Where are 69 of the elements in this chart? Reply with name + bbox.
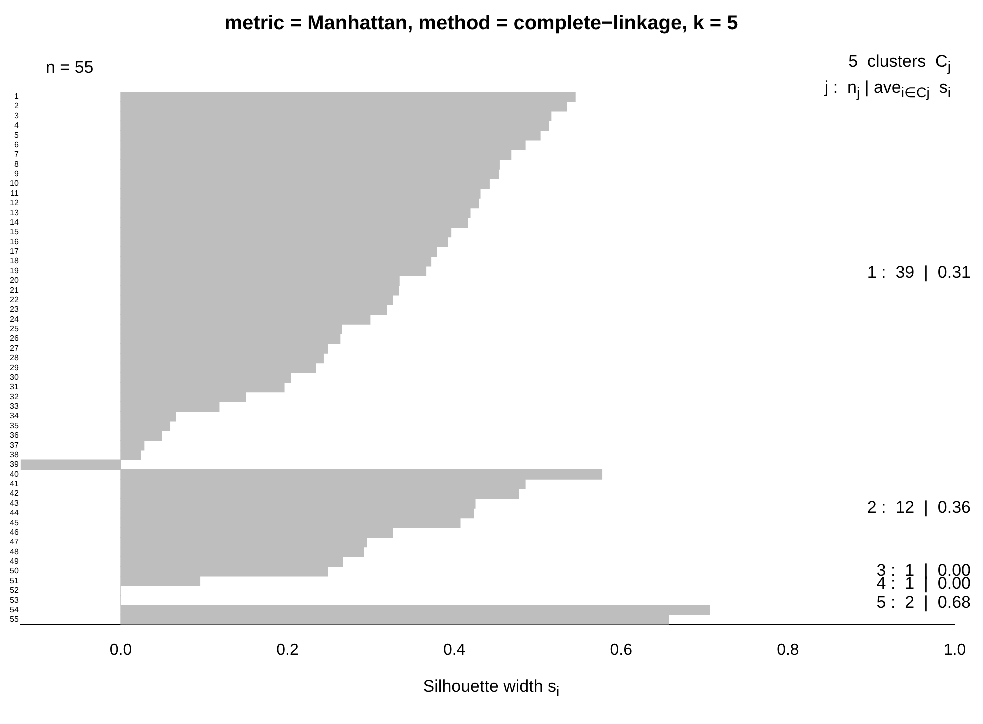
x-tick-label: 0.0	[110, 642, 132, 659]
x-axis-title: Silhouette width s$_{i}$	[422, 676, 561, 700]
y-tick-label: 12	[10, 198, 20, 208]
y-tick-label: 47	[10, 538, 20, 547]
y-tick-label: 48	[10, 547, 20, 556]
y-tick-label: 20	[10, 276, 20, 286]
y-tick-label: 49	[10, 557, 20, 566]
y-tick-label: 55	[10, 615, 20, 624]
x-tick-label: 0.6	[610, 642, 633, 659]
y-tick-label: 31	[10, 382, 20, 392]
annotation: j : n$_{j}$ | ave$_{i∈Cj}$ s$_{i}$	[824, 78, 951, 102]
y-tick-label: 21	[10, 286, 20, 295]
annotation: 1 : 39 | 0.31	[867, 263, 971, 283]
y-tick-label: 16	[10, 237, 20, 246]
y-tick-label: 28	[10, 354, 20, 363]
y-tick-label: 44	[10, 508, 20, 518]
y-tick-label: 38	[10, 450, 20, 460]
y-tick-label: 35	[10, 421, 20, 430]
y-tick-label: 40	[10, 470, 20, 479]
y-tick-label: 33	[10, 402, 20, 412]
y-tick-label: 6	[14, 140, 20, 150]
y-tick-label: 18	[10, 256, 20, 266]
y-tick-label: 23	[10, 305, 20, 314]
y-tick-label: 5	[14, 130, 20, 140]
y-tick-label: 10	[10, 179, 20, 188]
y-tick-label: 13	[10, 208, 20, 218]
y-tick-label: 19	[10, 266, 20, 276]
y-tick-label: 24	[10, 314, 20, 324]
text: 5 clusters C$_{j}$	[848, 52, 951, 76]
y-tick-label: 50	[10, 566, 20, 576]
y-tick-label: 14	[10, 218, 20, 227]
y-tick-label: 29	[10, 363, 20, 372]
y-tick-label: 53	[10, 596, 20, 605]
y-tick-label: 1	[14, 92, 20, 102]
y-tick-label: 17	[10, 247, 20, 256]
x-tick-label: 1.0	[944, 642, 966, 659]
y-tick-label: 8	[14, 160, 20, 169]
text: n = 55	[46, 58, 94, 78]
chart-title: metric = Manhattan, method = complete−linkage, k = 5	[224, 12, 738, 35]
y-tick-label: 2	[14, 102, 20, 111]
y-tick-label: 45	[10, 518, 20, 528]
y-tick-label: 41	[10, 480, 20, 489]
annotation: 2 : 12 | 0.36	[867, 498, 971, 518]
y-tick-label: 34	[10, 412, 20, 421]
y-tick-label: 30	[10, 372, 20, 382]
x-tick-label: 0.8	[777, 642, 800, 659]
y-tick-label: 27	[10, 344, 20, 353]
y-tick-label: 36	[10, 431, 20, 440]
y-tick-label: 46	[10, 528, 20, 537]
y-tick-label: 11	[10, 188, 20, 198]
y-tick-label: 37	[10, 440, 20, 450]
y-tick-label: 39	[10, 460, 20, 470]
y-tick-label: 15	[10, 228, 20, 237]
y-tick-label: 22	[10, 295, 20, 304]
y-tick-label: 25	[10, 324, 20, 334]
y-tick-label: 54	[10, 605, 20, 614]
y-tick-label: 42	[10, 489, 20, 498]
y-tick-label: 32	[10, 392, 20, 402]
y-tick-label: 26	[10, 334, 20, 344]
annotation: 5 : 2 | 0.68	[876, 593, 971, 613]
y-tick-label: 4	[14, 121, 20, 130]
x-tick-label: 0.2	[276, 642, 300, 659]
y-tick-label: 7	[14, 150, 20, 160]
y-tick-label: 52	[10, 586, 20, 596]
y-tick-label: 43	[10, 498, 20, 508]
y-tick-label: 51	[10, 576, 20, 586]
y-tick-label: 3	[14, 111, 20, 120]
x-tick-label: 0.4	[443, 642, 466, 659]
y-tick-label: 9	[14, 170, 20, 179]
